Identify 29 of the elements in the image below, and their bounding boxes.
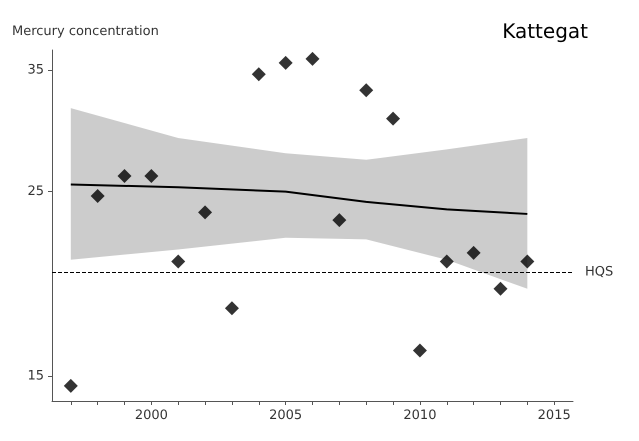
y-tick-label: 25 [27, 184, 44, 200]
point [118, 169, 132, 184]
point [252, 67, 266, 82]
y-tick-label: 15 [27, 368, 44, 384]
ref-line-label: HQS [585, 264, 614, 280]
x-tick-label: 2010 [403, 408, 436, 423]
point [440, 254, 454, 269]
point [90, 188, 105, 203]
point [144, 169, 158, 184]
x-tick-label: 2005 [269, 408, 302, 423]
point [171, 254, 186, 269]
point [493, 282, 508, 296]
point [520, 254, 534, 269]
point [386, 112, 400, 126]
y-tick-label: 35 [27, 62, 44, 78]
chart-title: Kattegat [502, 19, 588, 43]
point [359, 83, 374, 98]
point [198, 205, 212, 220]
point [278, 56, 293, 70]
point [224, 301, 239, 316]
point [466, 246, 481, 260]
x-tick-label: 2015 [538, 408, 571, 423]
point [332, 213, 346, 228]
x-tick-label: 2000 [134, 408, 168, 423]
point [64, 378, 78, 393]
point [306, 52, 320, 66]
y-axis-title: Mercury concentration [12, 24, 159, 39]
point [412, 344, 427, 358]
line-series [70, 183, 528, 215]
